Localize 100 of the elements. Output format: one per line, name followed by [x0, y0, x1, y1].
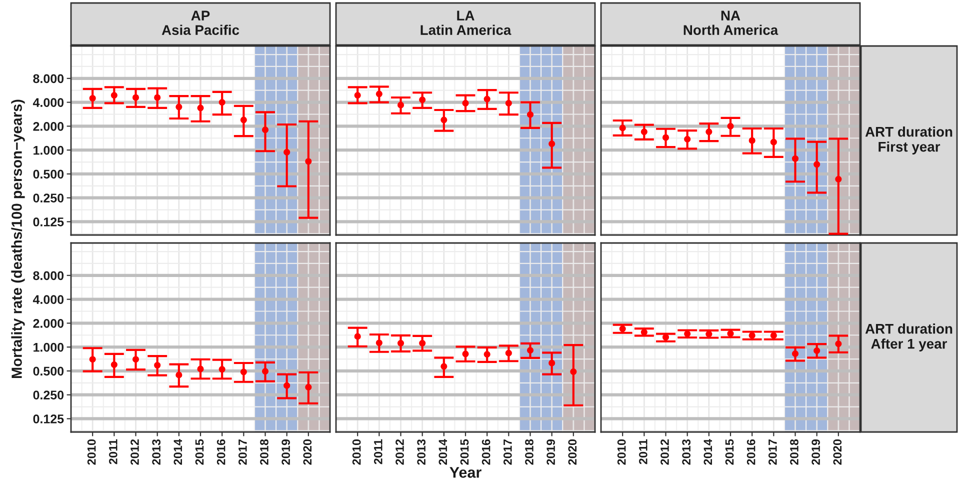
chart-title: AP Asia Pacific: [162, 10, 240, 35]
x-tick-label: 2017: [768, 439, 777, 465]
point: [814, 161, 820, 168]
point: [110, 92, 118, 99]
point: [835, 176, 842, 182]
point: [440, 116, 448, 124]
point: [240, 116, 247, 124]
y-tick-label: 2.000: [33, 122, 64, 131]
x-tick-label: 2016: [216, 439, 226, 465]
y-tick-label: 4.000: [32, 98, 64, 107]
x-tick-label: 2020: [833, 439, 842, 465]
chart-title: NA North America: [684, 10, 778, 35]
point: [684, 136, 691, 143]
x-tick-label: 2019: [812, 439, 820, 465]
point: [548, 140, 556, 148]
point: [748, 137, 756, 144]
point: [376, 340, 382, 346]
x-tick-label: 2014: [704, 439, 712, 465]
x-tick-label: 2011: [374, 439, 382, 464]
point: [684, 330, 691, 338]
point: [262, 368, 269, 375]
point: [197, 366, 204, 372]
x-tick-label: 2013: [417, 439, 426, 465]
point: [792, 155, 799, 162]
x-tick-label: 2019: [282, 439, 290, 465]
point: [462, 350, 469, 358]
point: [662, 334, 670, 341]
point: [197, 104, 204, 112]
y-tick-label: 1.000: [34, 146, 64, 155]
chart-title: LA Latin America: [420, 10, 512, 35]
x-tick-label: 2010: [352, 439, 361, 465]
point: [835, 340, 842, 348]
x-tick-label: 2012: [660, 439, 669, 465]
x-tick-label: 2012: [130, 439, 139, 465]
x-tick-label: 2017: [503, 439, 512, 465]
point: [419, 96, 426, 104]
x-tick-label: 2017: [238, 439, 247, 465]
point: [770, 332, 777, 339]
x-tick-label: 2010: [87, 439, 96, 465]
point: [484, 351, 490, 358]
point: [240, 368, 247, 376]
text: ART duration First year: [865, 126, 952, 154]
point: [619, 124, 626, 132]
point: [727, 122, 734, 130]
point: [662, 134, 670, 141]
point: [814, 347, 820, 354]
y-tick-label: 0.125: [33, 218, 64, 226]
point: [570, 368, 577, 375]
x-tick-label: 2014: [174, 439, 182, 465]
point: [548, 360, 556, 366]
x-tick-label: 2010: [617, 439, 626, 465]
y-tick-label: 0.250: [33, 390, 64, 400]
y-tick-label: 8.000: [33, 74, 64, 84]
point: [462, 100, 469, 106]
point: [376, 90, 382, 98]
point: [770, 138, 777, 146]
point: [305, 158, 312, 165]
x-tick-label: 2015: [460, 439, 469, 465]
point: [526, 111, 534, 118]
point: [706, 128, 712, 136]
x-tick-label: 2018: [525, 439, 534, 465]
point: [154, 362, 161, 369]
x-tick-label: 2011: [638, 439, 648, 464]
point: [132, 356, 140, 363]
x-tick-label: 2020: [303, 439, 312, 465]
x-tick-label: 2015: [725, 439, 734, 465]
point: [397, 340, 404, 346]
y-tick-label: 0.500: [33, 170, 64, 179]
point: [176, 372, 182, 378]
x-tick-label: 2016: [746, 439, 756, 465]
text: ART duration After 1 year: [865, 324, 952, 352]
point: [484, 96, 490, 102]
point: [706, 330, 712, 338]
point: [440, 363, 448, 370]
x-tick-label: 2015: [195, 439, 204, 465]
point: [89, 94, 96, 102]
point: [748, 332, 756, 339]
point: [640, 128, 648, 136]
point: [354, 92, 361, 99]
y-tick-label: 1.000: [34, 342, 64, 352]
point: [354, 333, 361, 340]
point: [218, 366, 226, 373]
x-tick-label: 2011: [108, 439, 118, 464]
x-tick-label: 2014: [438, 439, 448, 465]
y-axis-title: Mortality rate (deaths/100 person−years): [11, 100, 25, 378]
y-tick-label: 0.500: [33, 366, 64, 376]
point: [262, 126, 269, 134]
point: [132, 94, 140, 101]
point: [305, 384, 312, 390]
x-tick-label: 2020: [568, 439, 577, 465]
point: [110, 361, 118, 368]
x-tick-label: 2012: [396, 439, 404, 465]
point: [284, 382, 290, 389]
x-axis-title: Year: [450, 467, 482, 478]
x-tick-label: 2016: [482, 439, 490, 465]
point: [792, 350, 799, 357]
y-tick-label: 2.000: [33, 318, 64, 328]
x-tick-label: 2018: [790, 439, 798, 465]
point: [505, 350, 512, 356]
x-tick-label: 2013: [682, 439, 691, 465]
